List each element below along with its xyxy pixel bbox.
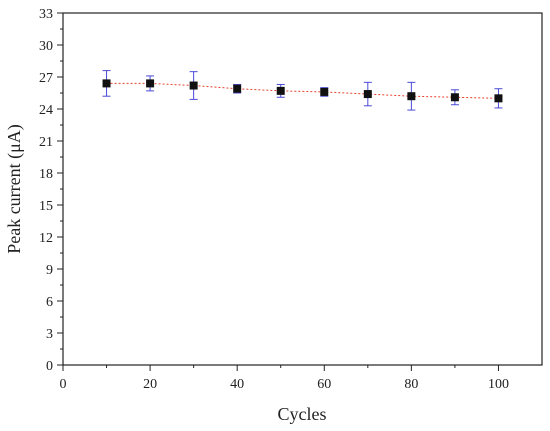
y-tick-label: 12 — [39, 231, 53, 246]
y-axis-title: Peak current (μA) — [4, 124, 25, 254]
trend-polyline — [106, 82, 499, 99]
data-point — [450, 93, 459, 102]
data-point — [363, 90, 372, 99]
axis-ticks — [57, 12, 499, 371]
y-tick-label: 6 — [46, 295, 53, 310]
data-point — [102, 79, 111, 88]
data-points — [102, 79, 503, 103]
y-tick-label: 18 — [39, 167, 53, 182]
trend-line — [106, 82, 499, 99]
x-tick-label: 40 — [230, 377, 244, 392]
plot-frame — [62, 12, 543, 366]
data-point — [233, 84, 242, 93]
data-point — [276, 86, 285, 95]
x-tick-label: 60 — [317, 377, 331, 392]
data-point — [407, 92, 416, 101]
data-point — [320, 87, 329, 96]
data-point — [146, 79, 155, 88]
x-tick-label: 100 — [488, 377, 509, 392]
x-axis-title: Cycles — [278, 404, 327, 424]
x-tick-label: 0 — [60, 377, 67, 392]
data-point — [189, 81, 198, 90]
x-tick-label: 80 — [404, 377, 418, 392]
y-tick-label: 9 — [46, 263, 53, 278]
y-tick-label: 30 — [39, 39, 53, 54]
error-bars — [102, 70, 503, 111]
y-tick-label: 15 — [39, 199, 53, 214]
y-tick-label: 3 — [46, 327, 53, 342]
y-tick-label: 27 — [39, 71, 53, 86]
y-tick-label: 33 — [39, 7, 53, 22]
y-tick-label: 21 — [39, 135, 53, 150]
y-tick-label: 0 — [46, 359, 53, 374]
tick-labels: 0 20 40 60 80 100 0 3 6 9 12 15 18 21 24 27 30 33 — [39, 7, 509, 392]
data-point — [494, 94, 503, 103]
x-tick-label: 20 — [143, 377, 157, 392]
y-tick-label: 24 — [39, 103, 53, 118]
